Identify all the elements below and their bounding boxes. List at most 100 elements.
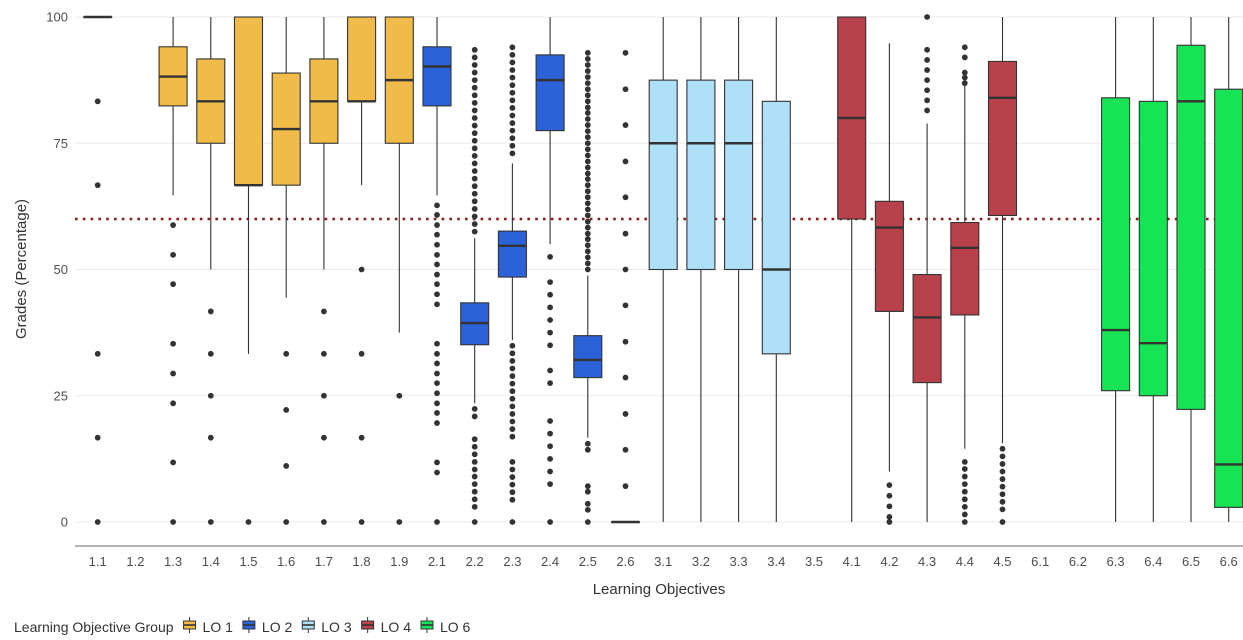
outlier-4.4-0 (961, 44, 968, 51)
box-3.2 (686, 17, 716, 522)
x-tick-label-2.2: 2.2 (466, 554, 484, 569)
outlier-2.4-15 (547, 519, 553, 525)
outlier-2.3-26 (509, 426, 516, 432)
box-body-3.1 (648, 79, 678, 271)
outlier-4.4-6 (961, 466, 968, 472)
outlier-2.1-10 (434, 301, 440, 308)
outlier-1.1-2 (94, 350, 101, 357)
outlier-2.5-25 (584, 200, 591, 207)
outlier-1.8-2 (358, 434, 365, 441)
outlier-4.2-0 (886, 482, 893, 489)
box-1.1 (83, 15, 113, 525)
outlier-4.3-3 (924, 67, 930, 73)
outlier-2.5-8 (584, 98, 591, 105)
x-tick-label-3.1: 3.1 (654, 554, 672, 569)
x-axis-title: Learning Objectives (593, 581, 726, 598)
outlier-1.3-2 (170, 281, 177, 288)
outlier-2.5-13 (584, 128, 591, 135)
outlier-2.4-4 (547, 317, 553, 323)
outlier-2.3-30 (509, 474, 516, 480)
outlier-2.1-17 (434, 400, 440, 407)
outlier-1.3-0 (170, 222, 177, 228)
outlier-4.2-1 (886, 492, 893, 499)
box-2.3 (497, 44, 527, 525)
outlier-4.4-8 (961, 481, 968, 488)
box-body-2.5 (573, 335, 603, 379)
outlier-2.6-12 (622, 483, 629, 490)
outlier-1.4-4 (207, 519, 214, 525)
legend-item-lo-4: LO 4 (361, 617, 411, 635)
box-body-4.2 (874, 200, 904, 312)
outlier-2.3-22 (509, 395, 516, 402)
outlier-2.5-27 (584, 212, 591, 219)
outlier-2.2-17 (471, 175, 478, 182)
legend-title: Learning Objective Group (14, 619, 174, 635)
outlier-2.5-0 (584, 49, 591, 56)
outlier-1.7-1 (321, 350, 327, 357)
outlier-4.4-7 (961, 473, 968, 480)
box-body-4.5 (987, 60, 1018, 217)
outlier-2.5-15 (584, 140, 591, 147)
outlier-4.5-9 (999, 519, 1006, 525)
box-6.3 (1101, 17, 1131, 522)
outlier-2.4-2 (547, 291, 553, 298)
outlier-2.2-11 (471, 130, 478, 137)
x-tick-label-1.6: 1.6 (277, 554, 295, 569)
outlier-2.3-4 (509, 74, 516, 81)
x-tick-label-1.7: 1.7 (315, 554, 333, 569)
outlier-2.3-33 (509, 496, 516, 503)
outlier-4.3-7 (924, 107, 930, 114)
x-tick-label-6.3: 6.3 (1107, 554, 1125, 569)
box-4.4 (950, 44, 980, 525)
x-tick-label-6.4: 6.4 (1144, 554, 1162, 569)
outlier-2.2-7 (471, 99, 478, 106)
outlier-2.2-29 (471, 451, 478, 458)
outlier-2.3-27 (509, 433, 516, 440)
outlier-4.5-6 (999, 491, 1006, 498)
outlier-4.5-7 (999, 498, 1006, 505)
outlier-1.4-2 (207, 392, 214, 399)
outlier-2.2-34 (471, 488, 478, 495)
legend-label-lo-6: LO 6 (440, 619, 471, 635)
outlier-2.1-1 (434, 212, 440, 218)
outlier-2.5-5 (584, 80, 591, 87)
outlier-2.2-28 (471, 443, 478, 450)
box-4.1 (837, 16, 867, 522)
outlier-2.3-21 (509, 388, 516, 395)
outlier-1.8-1 (358, 350, 365, 357)
outlier-2.5-19 (584, 164, 591, 171)
outlier-2.2-6 (471, 92, 478, 99)
outlier-1.5-0 (245, 519, 252, 525)
box-1.8 (347, 16, 377, 525)
outlier-1.7-4 (321, 519, 327, 525)
outlier-2.1-9 (434, 291, 440, 298)
box-2.4 (535, 17, 565, 525)
outlier-2.2-37 (471, 519, 478, 525)
box-body-4.3 (912, 273, 942, 384)
outlier-1.9-0 (396, 392, 403, 399)
outlier-2.5-33 (584, 248, 591, 255)
x-tick-label-4.1: 4.1 (843, 554, 861, 569)
outlier-2.6-6 (622, 266, 629, 273)
x-tick-label-6.5: 6.5 (1182, 554, 1200, 569)
outlier-4.2-2 (886, 503, 893, 510)
outlier-2.4-13 (547, 468, 553, 475)
outlier-4.5-1 (999, 453, 1006, 460)
outlier-2.2-24 (471, 228, 478, 235)
outlier-1.8-0 (358, 266, 365, 273)
outlier-2.3-16 (509, 350, 516, 357)
outlier-1.6-1 (283, 406, 290, 413)
outlier-4.3-6 (924, 97, 930, 104)
box-body-2.3 (497, 230, 527, 278)
outlier-1.6-2 (283, 463, 290, 469)
outlier-2.3-14 (509, 150, 516, 157)
box-body-2.4 (535, 54, 565, 132)
outlier-2.3-15 (509, 342, 516, 349)
outlier-2.5-34 (584, 254, 591, 261)
outlier-2.5-17 (584, 152, 591, 159)
outlier-2.2-5 (471, 84, 478, 91)
outlier-2.3-9 (509, 112, 516, 119)
x-tick-label-2.4: 2.4 (541, 554, 559, 569)
x-tick-label-1.4: 1.4 (202, 554, 220, 569)
legend: Learning Objective Group LO 1 LO 2 LO 3 LO … (14, 617, 471, 635)
